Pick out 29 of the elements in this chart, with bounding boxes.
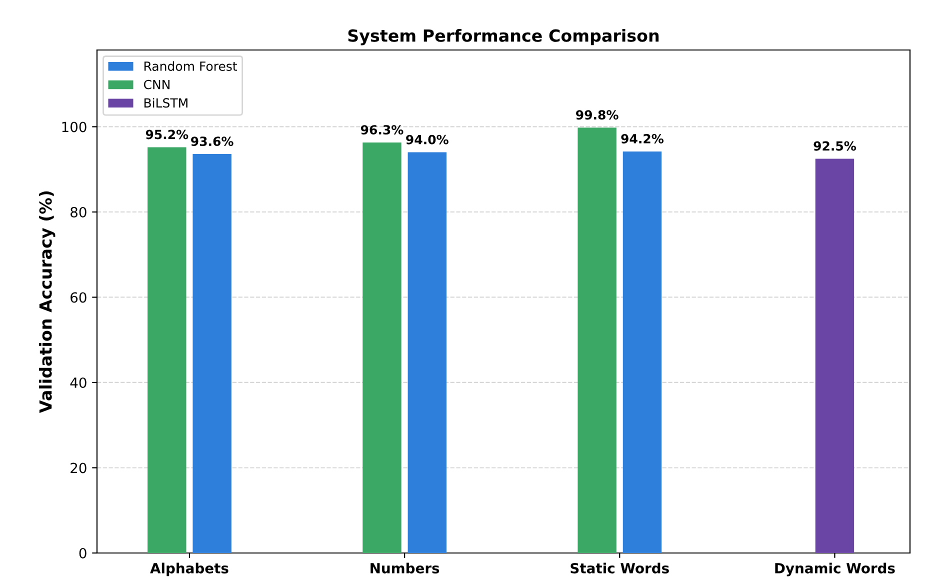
text: 94.0% xyxy=(406,134,448,144)
bar xyxy=(408,152,447,553)
text: 93.6% xyxy=(191,136,234,146)
bar xyxy=(192,154,232,553)
text: 96.3% xyxy=(360,125,404,135)
x-tick-label: Dynamic Words xyxy=(775,562,895,576)
text: 99.8% xyxy=(576,110,618,120)
x-tick-label: Alphabets xyxy=(150,562,228,576)
bar xyxy=(362,142,402,553)
x-tick-label: Numbers xyxy=(370,562,440,574)
text: 92.5% xyxy=(814,141,856,151)
text: 95.2% xyxy=(146,130,188,140)
legend-label: Random Forest xyxy=(144,61,238,71)
legend-label: BiLSTM xyxy=(144,98,188,108)
y-tick-label: 40 xyxy=(70,377,86,388)
x-tick-label: Static Words xyxy=(570,562,669,574)
text: 94.2% xyxy=(621,134,664,144)
y-tick-label: 20 xyxy=(70,462,86,474)
bar xyxy=(578,128,616,553)
y-tick-label: 80 xyxy=(70,206,86,218)
y-tick-label: 60 xyxy=(70,292,86,303)
y-tick-label: 0 xyxy=(79,548,86,558)
bar xyxy=(622,151,662,553)
chart-title: System Performance Comparison xyxy=(348,29,659,46)
legend-label: CNN xyxy=(144,80,170,90)
bar xyxy=(148,147,186,553)
y-tick-label: 100 xyxy=(62,122,86,132)
y-axis-title: Validation Accuracy (%) xyxy=(38,191,56,413)
bar xyxy=(815,158,854,553)
